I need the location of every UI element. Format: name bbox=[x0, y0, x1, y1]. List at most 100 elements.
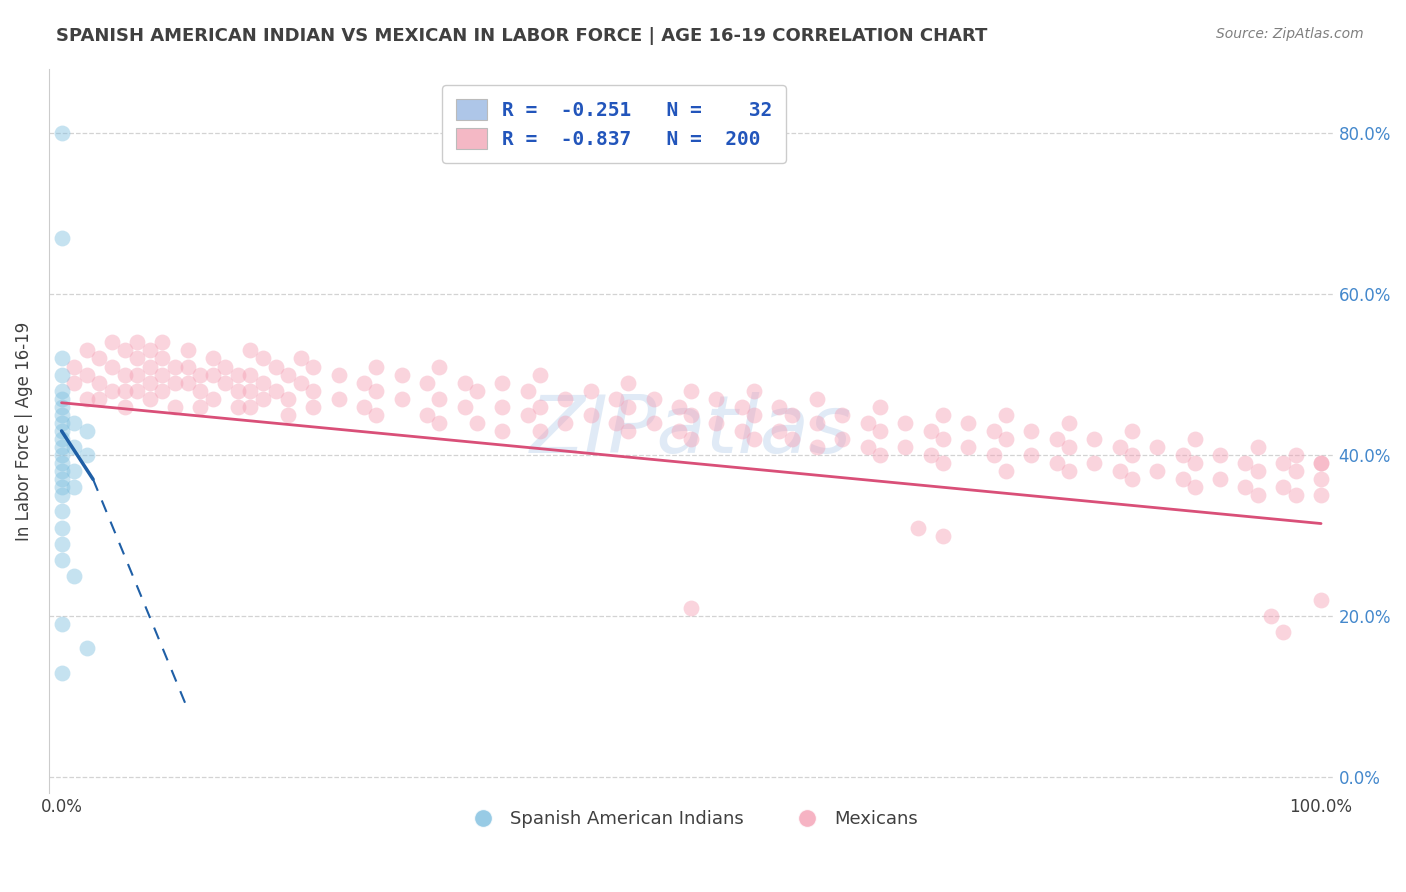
Point bbox=[138, 392, 160, 406]
Point bbox=[63, 359, 86, 374]
Point bbox=[89, 392, 111, 406]
Point bbox=[869, 400, 891, 414]
Point bbox=[554, 416, 576, 430]
Point bbox=[1146, 464, 1168, 478]
Point bbox=[1171, 472, 1194, 486]
Point bbox=[138, 343, 160, 358]
Point bbox=[1108, 464, 1130, 478]
Point bbox=[643, 392, 665, 406]
Point bbox=[579, 384, 602, 398]
Point bbox=[995, 408, 1018, 422]
Point bbox=[731, 424, 754, 438]
Point bbox=[51, 464, 73, 478]
Point bbox=[416, 376, 439, 390]
Point bbox=[239, 343, 262, 358]
Point bbox=[1272, 456, 1295, 470]
Point bbox=[101, 335, 124, 350]
Point bbox=[201, 392, 224, 406]
Point bbox=[806, 416, 828, 430]
Point bbox=[957, 440, 980, 454]
Point bbox=[51, 351, 73, 366]
Point bbox=[869, 448, 891, 462]
Point bbox=[63, 416, 86, 430]
Point bbox=[76, 343, 98, 358]
Point bbox=[516, 408, 538, 422]
Point bbox=[416, 408, 439, 422]
Point bbox=[491, 424, 513, 438]
Point bbox=[51, 456, 73, 470]
Point bbox=[328, 368, 350, 382]
Point bbox=[51, 617, 73, 632]
Point bbox=[114, 343, 136, 358]
Point bbox=[51, 424, 73, 438]
Point bbox=[51, 230, 73, 244]
Point bbox=[226, 384, 249, 398]
Point bbox=[150, 351, 173, 366]
Text: Source: ZipAtlas.com: Source: ZipAtlas.com bbox=[1216, 27, 1364, 41]
Point bbox=[1285, 448, 1308, 462]
Point bbox=[465, 384, 488, 398]
Point bbox=[1310, 472, 1333, 486]
Point bbox=[138, 359, 160, 374]
Point bbox=[731, 400, 754, 414]
Point bbox=[1209, 448, 1232, 462]
Point bbox=[529, 424, 551, 438]
Point bbox=[89, 376, 111, 390]
Point bbox=[163, 359, 186, 374]
Point bbox=[831, 432, 853, 446]
Point bbox=[176, 376, 198, 390]
Point bbox=[1045, 456, 1067, 470]
Point bbox=[63, 464, 86, 478]
Point bbox=[252, 392, 274, 406]
Point bbox=[1021, 424, 1043, 438]
Point bbox=[453, 376, 475, 390]
Point bbox=[453, 400, 475, 414]
Point bbox=[1209, 472, 1232, 486]
Point bbox=[1184, 456, 1206, 470]
Point bbox=[277, 392, 299, 406]
Point bbox=[429, 416, 451, 430]
Point bbox=[681, 408, 703, 422]
Point bbox=[932, 528, 955, 542]
Point bbox=[1234, 456, 1257, 470]
Point bbox=[51, 480, 73, 494]
Point bbox=[51, 665, 73, 680]
Point bbox=[554, 392, 576, 406]
Point bbox=[1121, 448, 1143, 462]
Point bbox=[1108, 440, 1130, 454]
Point bbox=[391, 392, 413, 406]
Point bbox=[617, 400, 640, 414]
Point bbox=[780, 432, 803, 446]
Point bbox=[51, 537, 73, 551]
Point bbox=[239, 368, 262, 382]
Point bbox=[1310, 456, 1333, 470]
Point bbox=[605, 392, 627, 406]
Point bbox=[150, 335, 173, 350]
Point bbox=[491, 376, 513, 390]
Point bbox=[188, 384, 211, 398]
Point bbox=[1285, 464, 1308, 478]
Point bbox=[894, 440, 917, 454]
Point bbox=[76, 424, 98, 438]
Point bbox=[529, 368, 551, 382]
Point bbox=[114, 384, 136, 398]
Point bbox=[429, 392, 451, 406]
Point bbox=[353, 400, 375, 414]
Point bbox=[617, 424, 640, 438]
Point bbox=[150, 368, 173, 382]
Point bbox=[114, 400, 136, 414]
Point bbox=[529, 400, 551, 414]
Point bbox=[302, 384, 325, 398]
Point bbox=[290, 351, 312, 366]
Text: ZIPatlas: ZIPatlas bbox=[530, 392, 852, 470]
Point bbox=[239, 400, 262, 414]
Point bbox=[1083, 432, 1105, 446]
Point bbox=[101, 384, 124, 398]
Point bbox=[856, 440, 879, 454]
Point bbox=[127, 335, 149, 350]
Point bbox=[869, 424, 891, 438]
Point bbox=[491, 400, 513, 414]
Point bbox=[328, 392, 350, 406]
Point bbox=[668, 400, 690, 414]
Point bbox=[742, 384, 765, 398]
